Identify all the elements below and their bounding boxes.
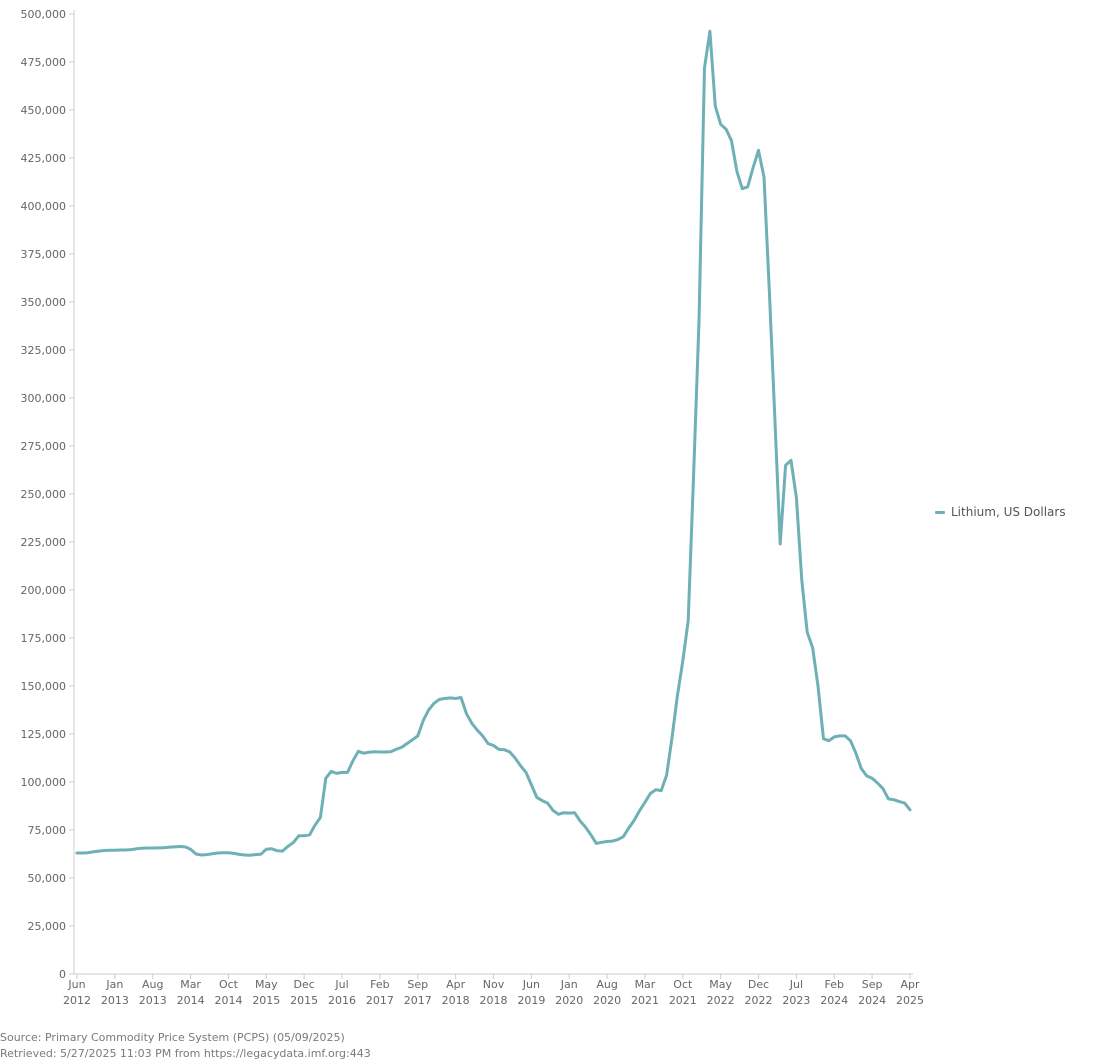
x-tick-label-month: Dec bbox=[294, 978, 315, 991]
x-tick-label-year: 2019 bbox=[517, 994, 545, 1007]
x-tick-label-month: Jan bbox=[105, 978, 123, 991]
x-tick-label-month: Oct bbox=[219, 978, 239, 991]
y-axis: 0 25,000 50,000 75,000 100,000 125,000 150,000… bbox=[21, 8, 75, 981]
x-tick-label-year: 2015 bbox=[252, 994, 280, 1007]
y-tick-label: 325,000 bbox=[21, 344, 67, 357]
line-chart: 0 25,000 50,000 75,000 100,000 125,000 150,000… bbox=[21, 8, 925, 1007]
y-tick-label: 425,000 bbox=[21, 152, 67, 165]
x-tick-label-month: Sep bbox=[862, 978, 883, 991]
x-tick-label-year: 2024 bbox=[858, 994, 886, 1007]
x-tick-label-year: 2022 bbox=[707, 994, 735, 1007]
y-tick-label: 150,000 bbox=[21, 680, 67, 693]
x-tick-label-year: 2022 bbox=[745, 994, 773, 1007]
x-tick-label-month: Jun bbox=[522, 978, 540, 991]
x-tick-label-year: 2024 bbox=[820, 994, 848, 1007]
x-tick-label-year: 2018 bbox=[480, 994, 508, 1007]
x-tick-label-year: 2023 bbox=[782, 994, 810, 1007]
y-tick-label: 175,000 bbox=[21, 632, 67, 645]
x-tick-label-month: Feb bbox=[370, 978, 389, 991]
x-tick-label-month: Jul bbox=[334, 978, 348, 991]
y-tick-label: 375,000 bbox=[21, 248, 67, 261]
x-tick-label-month: Apr bbox=[900, 978, 920, 991]
x-tick-label-year: 2017 bbox=[366, 994, 394, 1007]
y-tick-label: 25,000 bbox=[28, 920, 67, 933]
x-tick-label-month: Oct bbox=[673, 978, 693, 991]
series-line-lithium[interactable] bbox=[75, 29, 912, 857]
x-tick-label-year: 2014 bbox=[214, 994, 242, 1007]
x-tick-label-month: Feb bbox=[825, 978, 844, 991]
x-tick-label-year: 2021 bbox=[669, 994, 697, 1007]
x-tick-label-year: 2021 bbox=[631, 994, 659, 1007]
y-tick-label: 500,000 bbox=[21, 8, 67, 21]
chart-footer: Source: Primary Commodity Price System (… bbox=[0, 1030, 371, 1062]
legend-label-lithium: Lithium, US Dollars bbox=[951, 505, 1066, 519]
source-note: Source: Primary Commodity Price System (… bbox=[0, 1031, 345, 1044]
y-tick-label: 50,000 bbox=[28, 872, 67, 885]
y-tick-label: 200,000 bbox=[21, 584, 67, 597]
x-tick-label-month: May bbox=[709, 978, 732, 991]
y-tick-label: 0 bbox=[59, 968, 66, 981]
x-tick-label-month: Nov bbox=[483, 978, 505, 991]
x-tick-label-year: 2017 bbox=[404, 994, 432, 1007]
x-tick-label-month: Mar bbox=[180, 978, 201, 991]
retrieved-note: Retrieved: 5/27/2025 11:03 PM from https… bbox=[0, 1047, 371, 1060]
x-tick-label-month: May bbox=[255, 978, 278, 991]
x-tick-label-month: Jun bbox=[67, 978, 85, 991]
plot-area bbox=[75, 29, 912, 857]
x-tick-label-year: 2013 bbox=[139, 994, 167, 1007]
legend-swatch-lithium bbox=[935, 510, 945, 514]
x-tick-label-year: 2018 bbox=[442, 994, 470, 1007]
x-tick-label-year: 2013 bbox=[101, 994, 129, 1007]
x-tick-label-month: Dec bbox=[748, 978, 769, 991]
x-tick-label-month: Sep bbox=[407, 978, 428, 991]
y-tick-label: 225,000 bbox=[21, 536, 67, 549]
x-tick-label-year: 2016 bbox=[328, 994, 356, 1007]
x-tick-label-month: Jul bbox=[789, 978, 803, 991]
y-tick-label: 300,000 bbox=[21, 392, 67, 405]
y-tick-label: 75,000 bbox=[28, 824, 67, 837]
x-tick-label-month: Jan bbox=[560, 978, 578, 991]
x-tick-label-year: 2012 bbox=[63, 994, 91, 1007]
y-tick-label: 400,000 bbox=[21, 200, 67, 213]
x-tick-label-year: 2020 bbox=[555, 994, 583, 1007]
y-tick-label: 250,000 bbox=[21, 488, 67, 501]
legend[interactable]: Lithium, US Dollars bbox=[935, 505, 1066, 519]
y-tick-label: 125,000 bbox=[21, 728, 67, 741]
x-tick-label-month: Aug bbox=[596, 978, 617, 991]
x-tick-label-month: Apr bbox=[446, 978, 466, 991]
x-tick-label-year: 2014 bbox=[177, 994, 205, 1007]
y-tick-label: 350,000 bbox=[21, 296, 67, 309]
y-tick-label: 475,000 bbox=[21, 56, 67, 69]
x-tick-label-month: Mar bbox=[635, 978, 656, 991]
x-tick-label-year: 2025 bbox=[896, 994, 924, 1007]
x-tick-label-year: 2020 bbox=[593, 994, 621, 1007]
x-tick-label-month: Aug bbox=[142, 978, 163, 991]
y-tick-label: 450,000 bbox=[21, 104, 67, 117]
x-tick-label-year: 2015 bbox=[290, 994, 318, 1007]
x-axis: Jun 2012 Jan 2013 Aug 2013 Mar 2014 Oct 2014 May 20… bbox=[63, 973, 924, 1007]
y-tick-label: 100,000 bbox=[21, 776, 67, 789]
y-tick-label: 275,000 bbox=[21, 440, 67, 453]
